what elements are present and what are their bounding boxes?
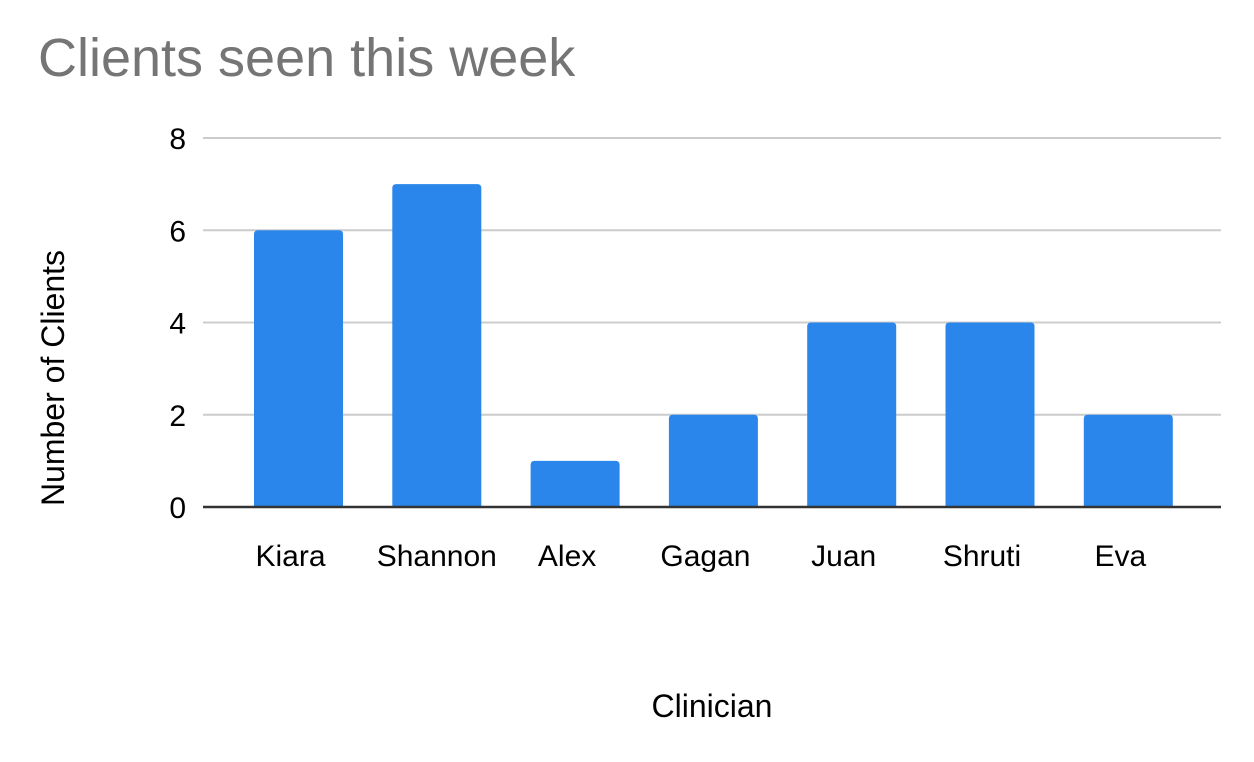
- y-tick-label: 8: [169, 123, 186, 156]
- bar-gagan: [668, 414, 758, 507]
- x-tick-label: Kiara: [255, 540, 325, 573]
- bar-eva: [1083, 414, 1173, 507]
- y-axis-title: Number of Clients: [35, 250, 71, 506]
- bar-alex: [530, 460, 620, 507]
- y-tick-label: 0: [169, 492, 186, 525]
- x-tick-label: Shruti: [943, 540, 1021, 573]
- x-axis-ticks: Kiara Shannon Alex Gagan Juan Shruti Eva: [255, 540, 1146, 573]
- y-axis-ticks: 0 2 4 6 8: [169, 123, 186, 525]
- x-tick-label: Shannon: [377, 540, 497, 573]
- x-tick-label: Eva: [1094, 540, 1146, 573]
- x-tick-label: Gagan: [660, 540, 750, 573]
- bar-kiara: [254, 230, 343, 507]
- x-axis-title: Clinician: [652, 688, 773, 724]
- gridlines: [203, 137, 1221, 416]
- bar-shruti: [945, 322, 1035, 507]
- y-tick-label: 2: [169, 400, 186, 433]
- y-tick-label: 4: [169, 308, 186, 341]
- x-tick-label: Juan: [811, 540, 876, 573]
- y-tick-label: 6: [169, 215, 186, 248]
- chart-title: Clients seen this week: [38, 28, 576, 88]
- bar-juan: [807, 322, 897, 507]
- x-tick-label: Alex: [538, 540, 596, 573]
- bar-shannon: [392, 184, 482, 507]
- bars: [254, 184, 1173, 507]
